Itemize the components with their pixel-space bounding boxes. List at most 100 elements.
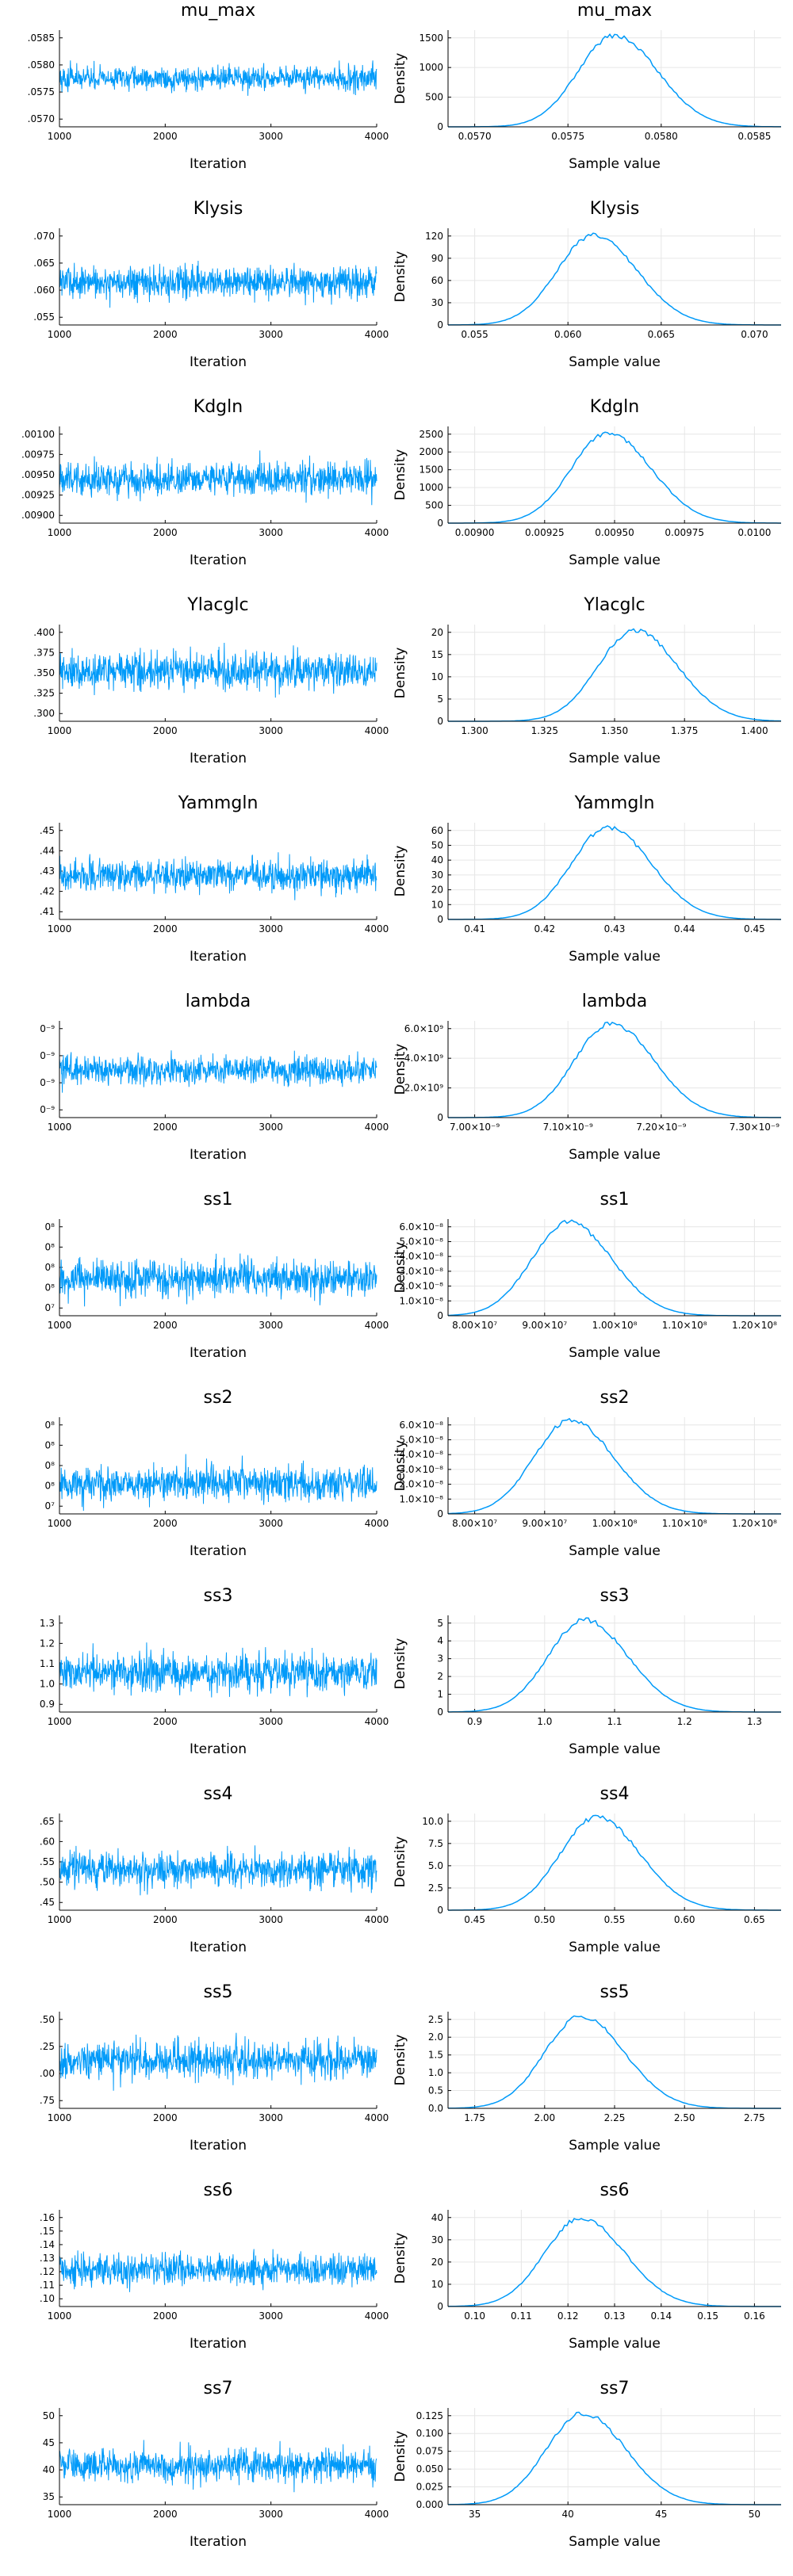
x-tick-label: 1.300 (461, 725, 488, 736)
panel-density-ss4: ss4 0.45 0.50 0.55 0.60 0.65 0 2.5 5.0 7.5 10.0 Sam… (393, 1784, 781, 1955)
y-tick-label: .45 (40, 825, 55, 836)
y-tick-label: .0585 (28, 32, 55, 44)
panel-title: mu_max (577, 1, 652, 21)
density-series-line (448, 1021, 781, 1118)
x-tick-label: 0.0585 (737, 131, 771, 142)
density-series-line (448, 825, 781, 920)
panel-trace-ss2: ss2 1000 2000 3000 4000 0⁸ 0⁸ 0⁸ 0⁸ 0⁷ Iteration (45, 1388, 389, 1559)
x-tick-label: 1000 (48, 1914, 72, 1925)
y-tick-label: 500 (425, 92, 443, 103)
x-tick-label: 1.325 (531, 725, 558, 736)
y-tick-label: .55 (40, 1856, 55, 1867)
panel-title: ss4 (204, 1784, 233, 1804)
x-tick-label: 1000 (48, 527, 72, 538)
x-tick-label: 0.41 (464, 923, 485, 934)
y-tick-label: 0.100 (416, 2428, 443, 2439)
y-tick-label: 50 (43, 2410, 55, 2421)
x-axis-label: Iteration (190, 156, 247, 172)
y-tick-label: 3.0×10⁻⁸ (399, 1266, 443, 1277)
x-axis-label: Sample value (569, 2336, 661, 2352)
x-axis-label: Sample value (569, 1345, 661, 1361)
panel-title: Ylacglc (583, 595, 645, 615)
x-tick-label: 2000 (153, 1518, 178, 1529)
y-tick-label: 7.5 (428, 1838, 443, 1849)
y-tick-label: 2.0×10⁻⁸ (399, 1281, 443, 1292)
panel-title: Klysis (193, 199, 243, 219)
x-tick-label: 0.50 (534, 1914, 555, 1925)
y-axis-label: Density (393, 2233, 408, 2284)
x-tick-label: 1.375 (671, 725, 698, 736)
x-axis-label: Sample value (569, 949, 661, 965)
y-tick-label: 0 (437, 319, 443, 331)
y-tick-label: .14 (40, 2239, 55, 2250)
y-tick-label: .60 (40, 1836, 55, 1847)
y-tick-label: 1.3 (40, 1618, 55, 1629)
y-tick-label: .00 (40, 2068, 55, 2079)
y-tick-label: 30 (431, 869, 443, 881)
x-tick-label: 3000 (259, 2310, 283, 2322)
y-tick-label: .0570 (28, 113, 55, 124)
x-tick-label: 0.12 (557, 2310, 579, 2322)
x-axis-label: Iteration (190, 1940, 247, 1955)
y-tick-label: 500 (425, 500, 443, 511)
y-tick-label: 1.2 (40, 1638, 55, 1649)
density-series-line (447, 232, 781, 326)
trace-series-line (59, 450, 377, 506)
x-tick-label: 40 (562, 2509, 574, 2520)
y-tick-label: 0.025 (416, 2482, 443, 2493)
y-tick-label: .16 (40, 2212, 55, 2223)
y-tick-label: .45 (40, 1897, 55, 1908)
y-tick-label: .065 (33, 258, 55, 269)
panel-trace-ss7: ss7 1000 2000 3000 4000 50 45 40 35 Iteration (43, 2379, 389, 2550)
x-axis-label: Iteration (190, 354, 247, 370)
x-tick-label: 1.10×10⁸ (662, 1518, 707, 1529)
y-axis-label: Density (393, 53, 408, 105)
y-tick-label: 40 (431, 2212, 443, 2223)
x-tick-label: 0.00900 (455, 527, 495, 538)
x-tick-label: 4000 (365, 527, 389, 538)
y-tick-label: 2.0×10⁹ (404, 1083, 443, 1094)
y-tick-label: 5.0×10⁻⁸ (399, 1434, 443, 1445)
x-tick-label: 3000 (259, 1914, 283, 1925)
x-tick-label: 1000 (48, 923, 72, 934)
x-tick-label: 0.0570 (458, 131, 492, 142)
density-series-line (448, 33, 781, 128)
x-tick-label: 4000 (365, 1320, 389, 1331)
y-tick-label: 1.0×10⁻⁸ (399, 1493, 443, 1504)
x-axis-label: Iteration (190, 552, 247, 568)
y-tick-label: .13 (40, 2253, 55, 2264)
panel-title: Yammgln (178, 793, 259, 813)
y-tick-label: 0 (437, 1112, 443, 1123)
y-tick-label: .325 (33, 688, 55, 699)
x-axis-label: Iteration (190, 2336, 247, 2352)
y-tick-label: .12 (40, 2266, 55, 2277)
y-tick-label: 1.0×10⁻⁸ (399, 1295, 443, 1306)
y-tick-label: 2500 (419, 429, 443, 440)
y-tick-label: 0.075 (416, 2446, 443, 2457)
x-tick-label: 0.16 (744, 2310, 765, 2322)
y-tick-label: 0⁸ (45, 1420, 56, 1431)
y-tick-label: 4.0×10⁻⁸ (399, 1251, 443, 1262)
x-axis-label: Iteration (190, 2138, 247, 2154)
x-tick-label: 0.0575 (551, 131, 584, 142)
y-tick-label: 3 (437, 1653, 443, 1664)
y-tick-label: 1.0 (40, 1679, 55, 1690)
y-tick-label: 5.0×10⁻⁸ (399, 1236, 443, 1247)
panel-density-lambda: lambda 7.00×10⁻⁹ 7.10×10⁻⁹ 7.20×10⁻⁹ 7.30×10… (393, 992, 781, 1163)
x-tick-label: 4000 (365, 329, 389, 340)
y-axis-label: Density (393, 251, 408, 303)
y-tick-label: .350 (33, 667, 55, 678)
x-tick-label: 0.60 (674, 1914, 695, 1925)
panel-title: ss3 (600, 1586, 630, 1606)
x-tick-label: 1.10×10⁸ (662, 1320, 707, 1331)
x-tick-label: 1.20×10⁸ (732, 1518, 777, 1529)
y-tick-label: 1500 (419, 32, 443, 44)
density-series-line (447, 2411, 781, 2505)
trace-series-line (59, 2249, 377, 2292)
panel-title: lambda (186, 992, 251, 1011)
y-tick-label: .375 (33, 647, 55, 658)
x-tick-label: 1000 (48, 2310, 72, 2322)
y-tick-label: .400 (33, 627, 55, 638)
x-tick-label: 1.00×10⁸ (592, 1518, 638, 1529)
y-tick-label: 10 (431, 2279, 443, 2290)
